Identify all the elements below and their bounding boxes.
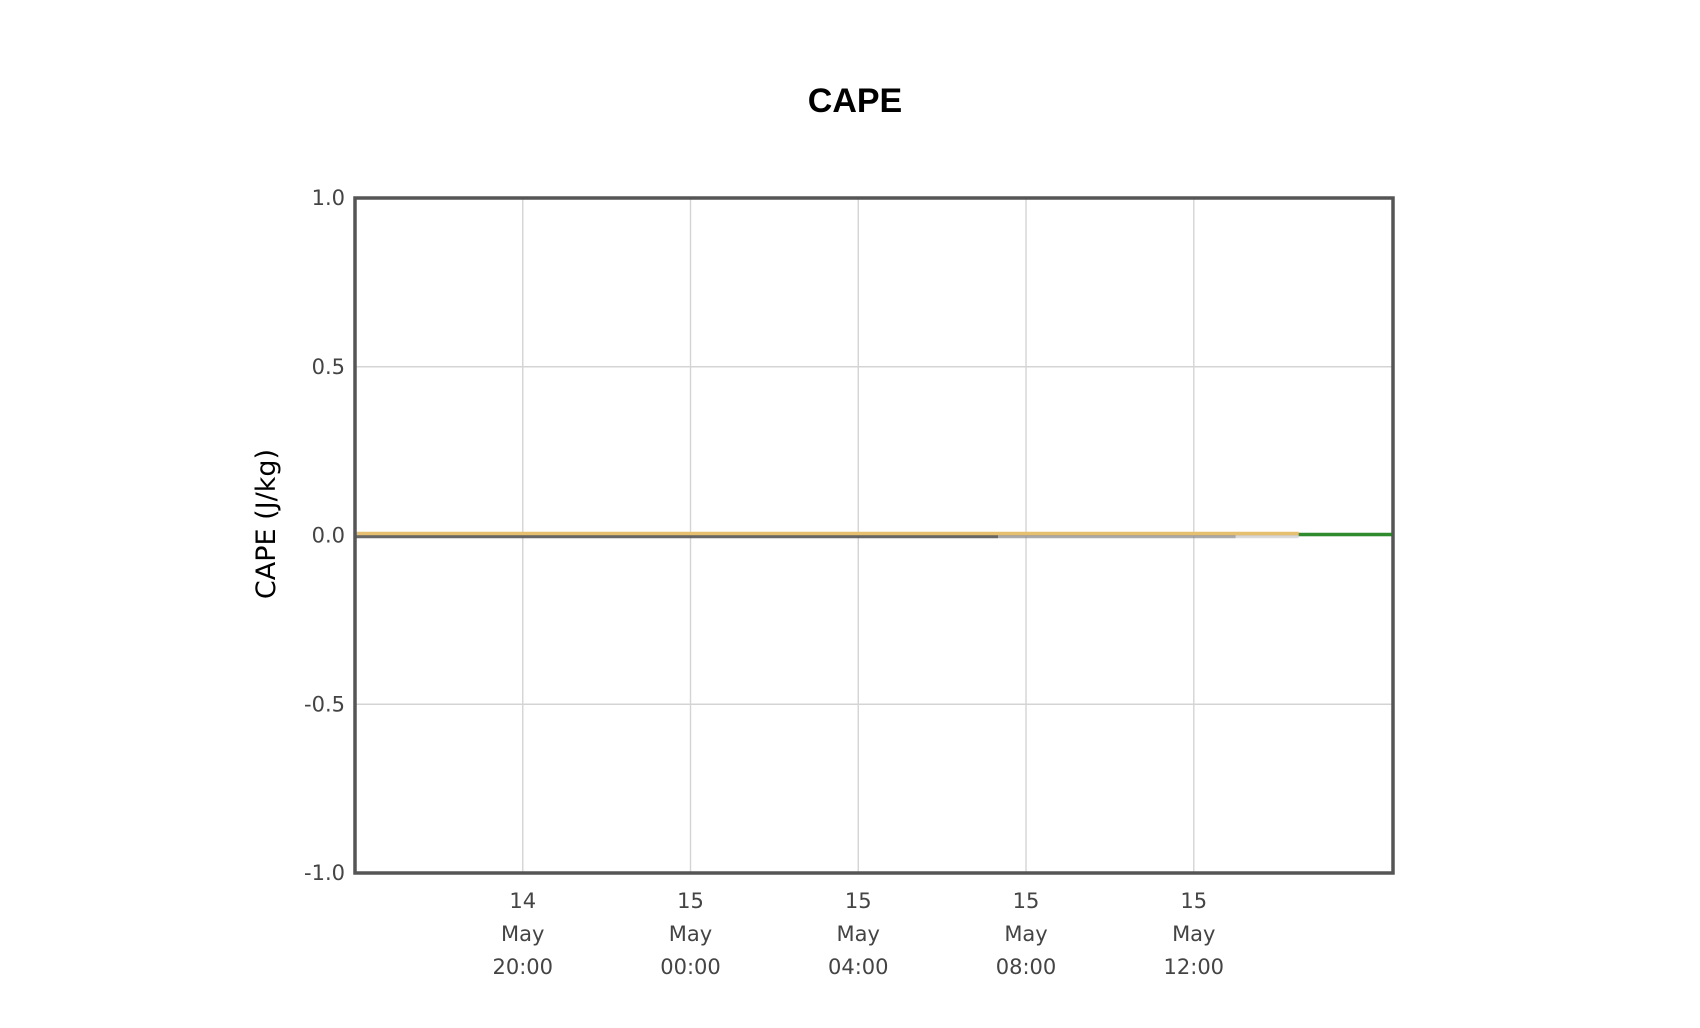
y-tick-label: 0.5 [312,355,345,379]
x-tick-label-line: May [669,922,712,946]
x-tick-label-line: May [1004,922,1047,946]
x-tick-label-line: 00:00 [660,955,721,979]
chart-title: CAPE [808,82,902,120]
x-tick-label: 15 May 12:00 [1164,889,1225,979]
y-axis-ticks: 1.0 0.5 0.0 -0.5 -1.0 [304,186,345,885]
y-tick-label: -1.0 [304,861,345,885]
x-tick-label-line: 08:00 [996,955,1057,979]
x-tick-label: 14 May 20:00 [492,889,553,979]
x-tick-label-line: 04:00 [828,955,889,979]
x-tick-label-line: May [837,922,880,946]
y-tick-label: -0.5 [304,692,345,716]
y-tick-label: 0.0 [312,524,345,548]
x-axis-ticks: 14 May 20:00 15 May 00:00 15 May 04:00 15 May 08:00… [492,889,1224,979]
series-lines [355,531,1393,539]
x-tick-label-line: 15 [1013,889,1040,913]
x-tick-label-line: 15 [845,889,872,913]
x-tick-label-line: May [1172,922,1215,946]
x-tick-label: 15 May 08:00 [996,889,1057,979]
y-tick-label: 1.0 [312,186,345,210]
x-tick-label-line: 15 [1180,889,1207,913]
x-tick-label-line: 12:00 [1164,955,1225,979]
x-tick-label: 15 May 04:00 [828,889,889,979]
x-tick-label-line: 14 [509,889,536,913]
x-tick-label: 15 May 00:00 [660,889,721,979]
y-axis-label: CAPE (J/kg) [251,449,282,599]
x-tick-label-line: May [501,922,544,946]
x-tick-label-line: 20:00 [492,955,553,979]
x-tick-label-line: 15 [677,889,704,913]
plot-frame [353,196,1395,875]
